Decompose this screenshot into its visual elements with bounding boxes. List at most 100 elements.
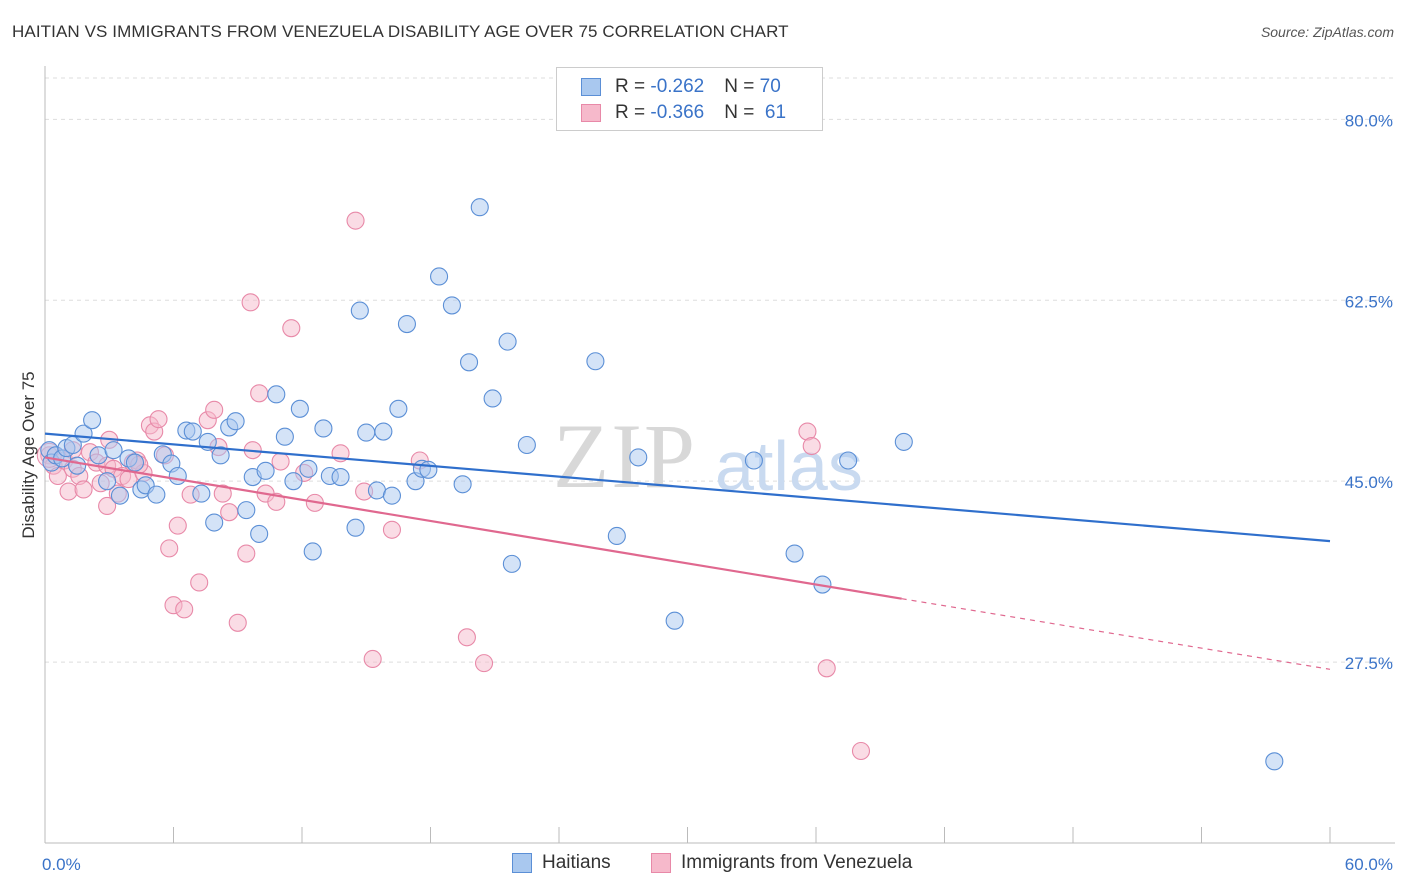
data-point-haitians — [419, 460, 438, 479]
data-point-haitians — [83, 411, 102, 430]
data-point-venezuela — [802, 436, 821, 456]
data-point-venezuela — [168, 516, 187, 535]
data-point-haitians — [785, 544, 804, 563]
chart-title: HAITIAN VS IMMIGRANTS FROM VENEZUELA DIS… — [12, 22, 789, 41]
data-point-haitians — [453, 475, 472, 494]
data-point-haitians — [442, 296, 461, 315]
data-point-haitians — [665, 611, 684, 630]
data-point-venezuela — [59, 482, 78, 501]
data-point-haitians — [430, 267, 449, 286]
data-point-venezuela — [220, 503, 239, 522]
data-point-venezuela — [175, 600, 194, 619]
data-point-haitians — [607, 526, 626, 546]
data-point-haitians — [1265, 752, 1284, 771]
data-point-venezuela — [457, 628, 476, 647]
legend-label-venezuela: Immigrants from Venezuela — [681, 852, 913, 873]
data-point-venezuela — [228, 613, 247, 632]
data-point-haitians — [299, 459, 318, 478]
data-point-haitians — [894, 432, 913, 451]
legend-swatch-venezuela — [581, 104, 601, 122]
series-legend: Haitians Immigrants from Venezuela — [0, 852, 1406, 878]
data-point-haitians — [350, 301, 369, 320]
legend-r-label: R = — [615, 76, 651, 97]
series-haitians-points — [40, 198, 1284, 771]
data-point-haitians — [839, 451, 858, 470]
data-point-haitians — [502, 554, 521, 573]
data-point-haitians — [459, 353, 479, 372]
trend-line-venezuela-extrapolated — [901, 598, 1331, 670]
data-point-venezuela — [149, 410, 168, 429]
data-point-haitians — [104, 441, 123, 460]
legend-row-venezuela: R = -0.366 N = 61 — [581, 101, 786, 125]
data-point-venezuela — [363, 649, 382, 669]
data-point-haitians — [168, 466, 187, 486]
source-label: Source: ZipAtlas.com — [1260, 24, 1394, 40]
data-point-haitians — [517, 435, 536, 455]
data-point-haitians — [256, 461, 275, 480]
data-point-haitians — [183, 422, 202, 441]
data-point-venezuela — [346, 211, 365, 230]
legend-swatch-haitians — [581, 78, 601, 96]
trend-line-venezuela — [44, 456, 902, 600]
data-point-venezuela — [98, 496, 117, 516]
data-point-haitians — [275, 427, 294, 446]
legend-r-value: -0.262 — [650, 76, 705, 97]
data-point-venezuela — [250, 384, 269, 403]
data-point-haitians — [98, 472, 117, 491]
data-point-haitians — [586, 352, 605, 371]
data-point-haitians — [237, 501, 256, 520]
data-point-venezuela — [213, 484, 232, 503]
data-point-venezuela — [282, 319, 301, 338]
data-point-haitians — [192, 484, 211, 503]
data-point-haitians — [68, 456, 87, 475]
legend-n-value: 61 — [759, 102, 787, 123]
legend-swatch-haitians — [512, 853, 532, 873]
legend-label-haitians: Haitians — [542, 852, 611, 873]
y-tick-label: 27.5% — [1345, 654, 1393, 673]
legend-r-label: R = — [615, 102, 651, 123]
data-point-haitians — [89, 446, 108, 465]
legend-item-venezuela[interactable]: Immigrants from Venezuela — [651, 852, 912, 874]
data-point-haitians — [498, 332, 517, 351]
data-point-haitians — [290, 399, 309, 418]
data-point-haitians — [267, 385, 286, 404]
tick-labels: 27.5% 45.0% 62.5% 80.0% 0.0% 60.0% Disability … — [19, 111, 1393, 874]
watermark-zip: ZIP — [553, 405, 697, 507]
data-point-haitians — [211, 446, 230, 465]
data-point-haitians — [389, 399, 408, 418]
data-point-haitians — [314, 419, 333, 438]
data-point-haitians — [483, 389, 502, 408]
legend-item-haitians[interactable]: Haitians — [512, 852, 611, 874]
data-point-haitians — [357, 423, 376, 442]
watermark: ZIP atlas — [553, 405, 863, 507]
data-point-haitians — [147, 485, 166, 504]
trend-lines — [44, 432, 1331, 670]
watermark-atlas: atlas — [715, 427, 863, 505]
y-tick-label: 80.0% — [1345, 111, 1393, 130]
data-point-venezuela — [74, 480, 93, 499]
data-point-haitians — [397, 314, 416, 334]
data-point-haitians — [205, 513, 224, 532]
data-point-venezuela — [474, 654, 494, 673]
data-point-venezuela — [241, 293, 260, 312]
trend-line-haitians — [44, 432, 1331, 543]
correlation-legend: R = -0.262 N = 70 R = -0.366 N = 61 — [556, 67, 823, 131]
data-point-venezuela — [267, 492, 286, 511]
y-tick-label: 45.0% — [1345, 473, 1393, 492]
y-axis-title: Disability Age Over 75 — [19, 371, 38, 538]
data-point-haitians — [470, 198, 489, 217]
grid-lines — [45, 77, 1395, 663]
data-point-haitians — [382, 486, 402, 505]
data-point-haitians — [110, 486, 130, 505]
data-point-venezuela — [851, 741, 871, 761]
data-point-haitians — [125, 453, 144, 472]
data-point-venezuela — [817, 659, 836, 678]
x-tick-label-max: 60.0% — [1345, 855, 1393, 874]
data-point-venezuela — [382, 520, 402, 539]
legend-n-label: N = — [724, 76, 760, 97]
data-point-venezuela — [160, 539, 179, 558]
data-point-haitians — [250, 524, 269, 543]
data-point-haitians — [303, 542, 322, 561]
data-point-venezuela — [190, 573, 209, 592]
